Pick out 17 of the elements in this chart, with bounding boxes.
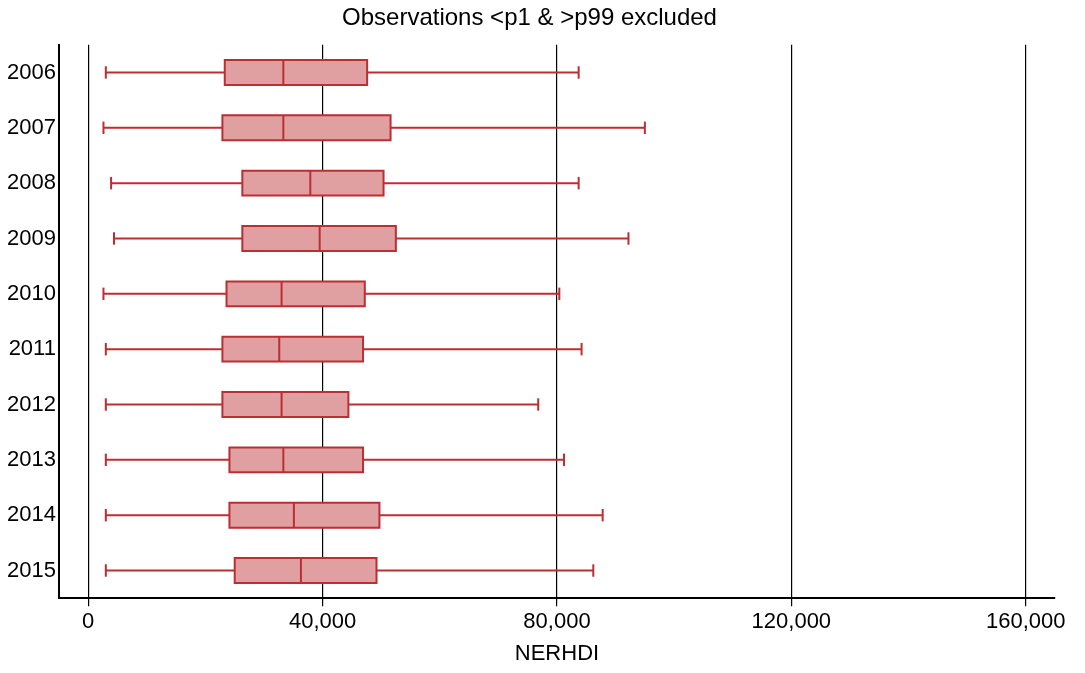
- x-tick-label: 120,000: [751, 608, 832, 634]
- y-tick-label: 2007: [6, 113, 56, 139]
- y-tick-label: 2008: [6, 169, 56, 195]
- y-tick-label: 2013: [6, 445, 56, 471]
- y-tick-label: 2006: [6, 58, 56, 84]
- y-tick-label: 2014: [6, 501, 56, 527]
- chart-title: Observations <p1 & >p99 excluded: [342, 3, 717, 31]
- y-tick-label: 2012: [6, 390, 56, 416]
- y-tick-label: 2011: [8, 335, 56, 361]
- y-tick-label: 2015: [6, 556, 56, 582]
- y-tick-label: 2010: [6, 279, 56, 305]
- x-tick-label: 80,000: [523, 608, 591, 634]
- x-tick-label: 40,000: [288, 608, 357, 634]
- x-axis-title: NERHDI: [514, 639, 600, 665]
- y-tick-label: 2009: [6, 224, 56, 250]
- x-tick-label: 160,000: [985, 608, 1066, 634]
- x-tick-label: 0: [82, 608, 95, 634]
